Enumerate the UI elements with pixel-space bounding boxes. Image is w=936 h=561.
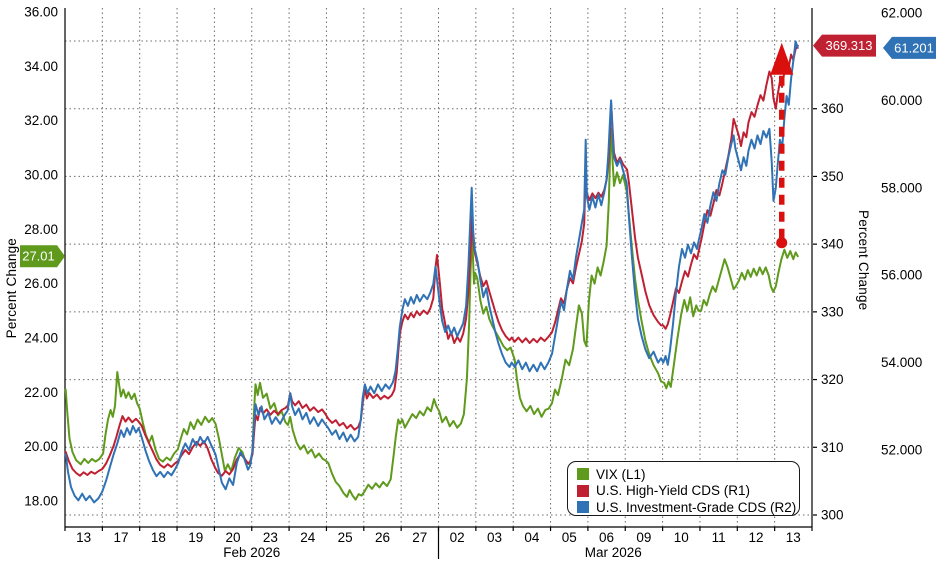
ig-axis-tick-label: 60.000	[881, 93, 922, 108]
left-axis-tick-label: 30.00	[24, 168, 58, 183]
ig-axis-tick-label: 56.000	[881, 268, 922, 283]
cds-axis-tick-label: 320	[821, 372, 844, 387]
right-axis-ig-ticks: 62.000 60.000 58.000 56.000 54.000 52.000	[881, 6, 922, 458]
left-axis-tick-label: 18.00	[24, 494, 58, 509]
left-axis-tick-label: 26.00	[24, 276, 58, 291]
date-tick-label: 12	[748, 530, 763, 545]
last-value-tag-ig-cds: 61.201	[883, 36, 936, 59]
date-tick-label: 13	[786, 530, 801, 545]
legend-item-ig-cds[interactable]: U.S. Investment-Grade CDS (R2)	[577, 499, 799, 516]
legend-label-hy-cds: U.S. High-Yield CDS (R1)	[596, 483, 751, 499]
right-axis-title: Percent Change	[856, 210, 871, 311]
series-line-vix	[64, 127, 799, 501]
left-axis-tick-label: 32.00	[24, 113, 58, 128]
annotation-arrow	[770, 42, 794, 249]
series-line-ig-cds	[64, 40, 799, 504]
annotation-arrowhead-icon	[770, 42, 794, 75]
annotation-arrow-dot	[776, 237, 788, 249]
cds-axis-tick-label: 360	[821, 101, 844, 116]
series-line-hy-cds	[64, 44, 799, 477]
left-axis-tick-label: 28.00	[24, 222, 58, 237]
date-tick-label: 20	[226, 530, 241, 545]
left-axis-title: Percent Change	[4, 238, 19, 339]
month-label: Mar 2026	[585, 545, 642, 560]
cds-axis-tick-label: 310	[821, 440, 844, 455]
cds-axis-tick-label: 300	[821, 508, 844, 523]
last-value-tag-hy-cds: 369.313	[813, 34, 876, 57]
date-tick-label: 27	[412, 530, 427, 545]
left-axis-tick-label: 22.00	[24, 385, 58, 400]
x-axis-ticks: 13 17 18 19 20 23 24 25 26 27 02 03 04 05 06 09 10 11 12 13	[76, 530, 801, 545]
axes	[64, 8, 817, 531]
date-tick-label: 06	[599, 530, 614, 545]
ig-axis-tick-label: 58.000	[881, 180, 922, 195]
cds-axis-tick-label: 340	[821, 237, 844, 252]
legend-label-vix: VIX (L1)	[596, 466, 646, 482]
left-axis-tick-label: 34.00	[24, 59, 58, 74]
legend-item-vix[interactable]: VIX (L1)	[577, 466, 799, 483]
ig-axis-tick-label: 54.000	[881, 355, 922, 370]
month-labels: Feb 2026 Mar 2026	[223, 545, 642, 560]
date-tick-label: 23	[263, 530, 278, 545]
left-axis-ticks: 36.00 34.00 32.00 30.00 28.00 26.00 24.00 22.00…	[24, 5, 58, 509]
date-tick-label: 03	[487, 530, 502, 545]
vix-series-swatch-icon	[577, 468, 589, 481]
legend: VIX (L1) U.S. High-Yield CDS (R1) U.S. I…	[567, 461, 800, 516]
date-tick-label: 26	[375, 530, 390, 545]
date-tick-label: 11	[712, 530, 726, 545]
date-tick-label: 10	[674, 530, 689, 545]
date-tick-label: 13	[76, 530, 91, 545]
date-tick-label: 24	[300, 530, 316, 545]
grid	[65, 8, 812, 527]
right-axis-cds-ticks: 360 350 340 330 320 310 300	[821, 101, 844, 522]
date-tick-label: 19	[188, 530, 203, 545]
last-value-tag-vix: 27.01	[20, 245, 65, 268]
last-value-tag-ig-cds-text: 61.201	[894, 40, 934, 55]
date-tick-label: 02	[450, 530, 465, 545]
month-label: Feb 2026	[223, 545, 280, 560]
date-tick-label: 05	[562, 530, 577, 545]
left-axis-tick-label: 20.00	[24, 439, 58, 454]
legend-item-hy-cds[interactable]: U.S. High-Yield CDS (R1)	[577, 483, 799, 500]
hy-cds-series-swatch-icon	[577, 484, 589, 497]
left-axis-tick-label: 36.00	[24, 5, 58, 20]
ig-axis-tick-label: 52.000	[881, 443, 922, 458]
date-tick-label: 25	[338, 530, 353, 545]
date-tick-label: 09	[636, 530, 651, 545]
date-tick-label: 18	[151, 530, 166, 545]
legend-label-ig-cds: U.S. Investment-Grade CDS (R2)	[596, 499, 797, 515]
left-axis-tick-label: 24.00	[24, 331, 58, 346]
last-value-tag-hy-cds-text: 369.313	[826, 38, 873, 53]
ig-axis-tick-label: 62.000	[881, 6, 922, 21]
ig-cds-series-swatch-icon	[577, 501, 589, 514]
date-tick-label: 17	[114, 530, 129, 545]
last-value-tag-vix-text: 27.01	[22, 249, 55, 264]
date-tick-label: 04	[524, 530, 540, 545]
cds-axis-tick-label: 330	[821, 304, 844, 319]
cds-axis-tick-label: 350	[821, 169, 844, 184]
